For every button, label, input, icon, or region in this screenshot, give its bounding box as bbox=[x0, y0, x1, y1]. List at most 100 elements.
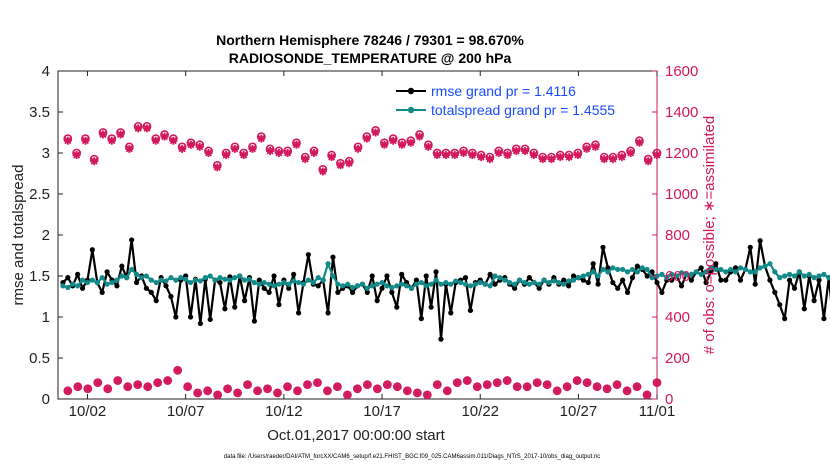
obs-assimilated-point bbox=[635, 138, 644, 147]
obs-assimilated-low-point bbox=[233, 388, 242, 397]
obs-assimilated-point bbox=[494, 149, 503, 157]
obs-assimilated-low-point bbox=[323, 386, 332, 395]
rmse-point bbox=[75, 271, 81, 277]
obs-assimilated-point bbox=[213, 163, 222, 172]
obs-assimilated-low-point bbox=[183, 382, 192, 391]
obs-assimilated-point bbox=[239, 151, 248, 160]
totalspread-point bbox=[634, 269, 640, 275]
obs-assimilated-low-point bbox=[283, 382, 292, 391]
totalspread-point bbox=[79, 277, 86, 283]
obs-assimilated-low-point bbox=[543, 380, 552, 389]
totalspread-point bbox=[153, 279, 159, 286]
obs-assimilated-point bbox=[468, 151, 477, 160]
obs-assimilated-low-point bbox=[203, 386, 212, 395]
rmse-point bbox=[374, 298, 380, 304]
rmse-point bbox=[605, 265, 611, 271]
obs-assimilated-point bbox=[318, 167, 327, 176]
totalspread-point bbox=[718, 266, 724, 273]
totalspread-point bbox=[143, 273, 149, 279]
totalspread-point bbox=[423, 283, 429, 289]
totalspread-point bbox=[320, 277, 326, 283]
y-tick-label: 0.5 bbox=[29, 350, 50, 367]
legend-spread-label: totalspread grand pr = 1.4555 bbox=[431, 102, 615, 118]
totalspread-point bbox=[600, 266, 606, 273]
totalspread-point bbox=[526, 281, 532, 287]
obs-assimilated-low-point bbox=[503, 376, 512, 385]
rmse-point bbox=[698, 265, 704, 271]
obs-assimilated-point bbox=[142, 124, 151, 133]
obs-assimilated-point bbox=[512, 146, 521, 155]
totalspread-point bbox=[291, 278, 297, 284]
obs-assimilated-low-point bbox=[143, 382, 152, 391]
obs-assimilated-low-point bbox=[553, 386, 562, 395]
rmse-point bbox=[428, 304, 434, 310]
obs-assimilated-point bbox=[257, 134, 266, 143]
totalspread-point bbox=[644, 266, 650, 273]
rmse-point bbox=[291, 271, 297, 277]
obs-assimilated-point bbox=[389, 136, 398, 145]
totalspread-point bbox=[772, 269, 778, 275]
obs-assimilated-low-point bbox=[193, 388, 202, 397]
totalspread-point bbox=[826, 275, 830, 281]
totalspread-point bbox=[197, 278, 203, 284]
obs-assimilated-point bbox=[354, 144, 363, 153]
rmse-point bbox=[786, 277, 793, 283]
obs-assimilated-point bbox=[345, 159, 354, 168]
rmse-point bbox=[315, 283, 321, 289]
y2-tick-label: 400 bbox=[665, 309, 690, 326]
obs-assimilated-low-point bbox=[213, 390, 222, 399]
obs-assimilated-point bbox=[336, 161, 345, 170]
y2-tick-label: 1600 bbox=[665, 63, 698, 80]
rmse-point bbox=[595, 281, 601, 287]
legend-spread-marker bbox=[407, 106, 415, 114]
rmse-point bbox=[566, 283, 572, 289]
totalspread-point bbox=[752, 269, 758, 275]
obs-assimilated-low-point bbox=[153, 378, 162, 387]
totalspread-point bbox=[183, 276, 189, 282]
totalspread-point bbox=[536, 281, 542, 287]
rmse-point bbox=[129, 237, 135, 243]
rmse-point bbox=[492, 281, 498, 287]
totalspread-point bbox=[487, 283, 493, 289]
totalspread-point bbox=[821, 271, 827, 277]
rmse-point bbox=[649, 269, 655, 275]
rmse-point bbox=[295, 310, 302, 316]
y-tick-label: 3 bbox=[42, 145, 50, 162]
x-tick-label: 10/17 bbox=[363, 403, 401, 420]
totalspread-point bbox=[340, 283, 346, 289]
totalspread-point bbox=[276, 281, 282, 287]
totalspread-point bbox=[624, 269, 631, 275]
totalspread-point bbox=[330, 273, 336, 279]
rmse-point bbox=[580, 277, 586, 283]
obs-assimilated-low-point bbox=[83, 384, 92, 393]
totalspread-point bbox=[605, 269, 611, 275]
totalspread-point bbox=[207, 273, 213, 279]
totalspread-point bbox=[379, 279, 385, 286]
obs-assimilated-low-point bbox=[73, 382, 82, 391]
obs-assimilated-point bbox=[565, 153, 574, 162]
totalspread-point bbox=[70, 281, 76, 287]
totalspread-point bbox=[747, 269, 753, 275]
totalspread-point bbox=[713, 266, 719, 273]
totalspread-point bbox=[168, 275, 174, 281]
totalspread-point bbox=[300, 281, 307, 287]
totalspread-point bbox=[737, 265, 744, 271]
rmse-point bbox=[418, 316, 424, 322]
obs-assimilated-point bbox=[582, 144, 591, 153]
totalspread-point bbox=[65, 284, 71, 291]
rmse-point bbox=[561, 277, 567, 283]
rmse-point bbox=[384, 273, 390, 279]
totalspread-point bbox=[683, 271, 690, 277]
obs-assimilated-low-point bbox=[353, 384, 362, 393]
rmse-point bbox=[713, 261, 719, 267]
obs-assimilated-low-point bbox=[63, 386, 72, 395]
y2-tick-label: 600 bbox=[665, 268, 690, 285]
y-tick-label: 1 bbox=[42, 309, 50, 326]
obs-assimilated-low-point bbox=[383, 380, 392, 389]
rmse-point bbox=[217, 279, 223, 286]
totalspread-point bbox=[477, 279, 483, 286]
obs-assimilated-point bbox=[521, 146, 530, 155]
obs-assimilated-point bbox=[617, 153, 626, 162]
obs-assimilated-low-point bbox=[303, 380, 312, 389]
